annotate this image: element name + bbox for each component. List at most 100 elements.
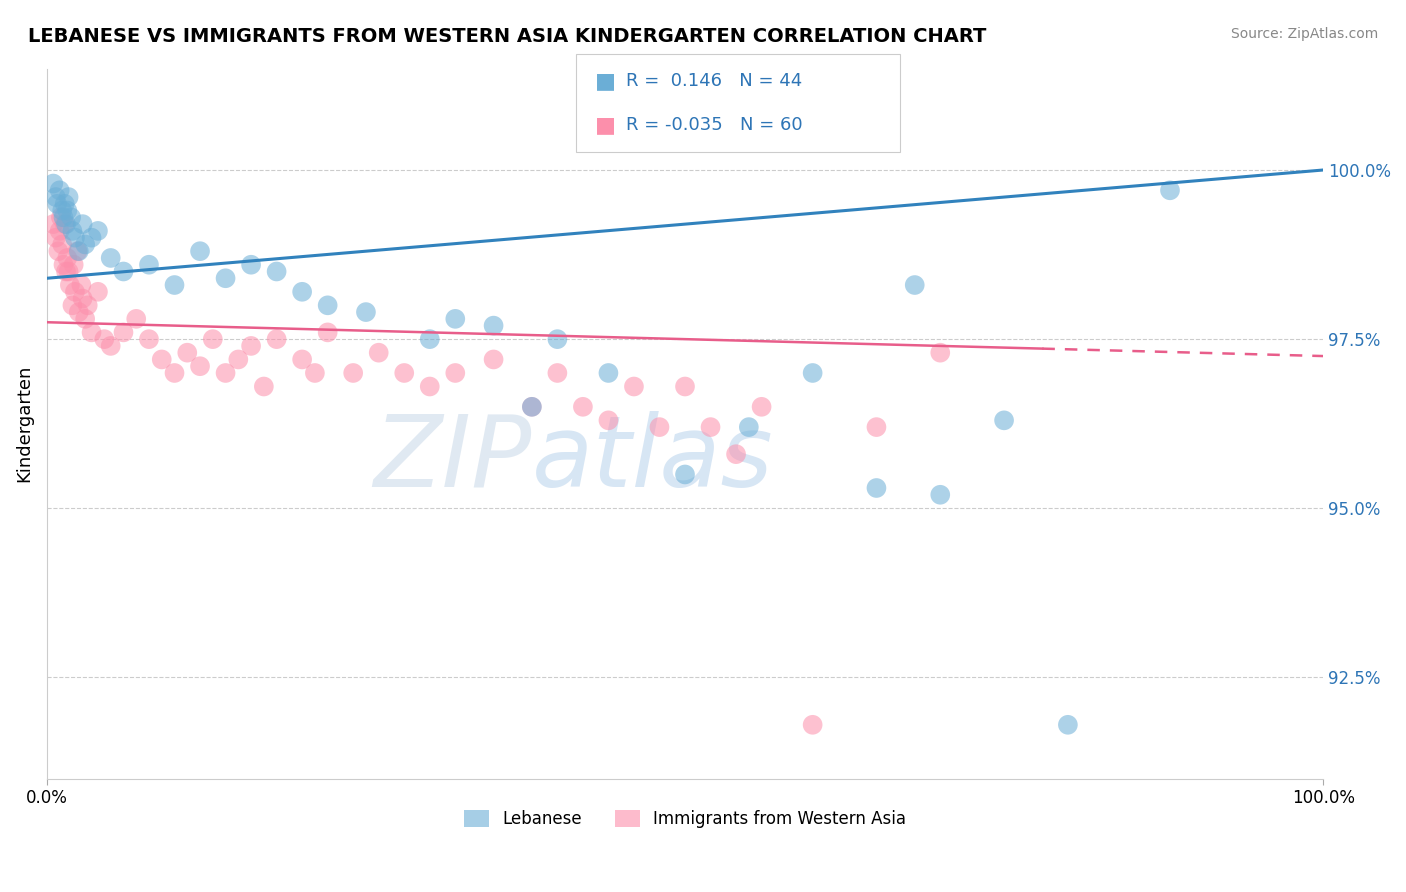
Text: R = -0.035   N = 60: R = -0.035 N = 60	[626, 116, 803, 134]
Point	[598, 366, 620, 380]
Point	[520, 400, 543, 414]
Point	[45, 230, 67, 244]
Point	[520, 400, 543, 414]
Point	[87, 224, 110, 238]
Text: R =  0.146   N = 44: R = 0.146 N = 44	[626, 72, 801, 90]
Point	[72, 217, 94, 231]
Point	[58, 264, 80, 278]
Point	[188, 244, 211, 259]
Point	[673, 379, 696, 393]
Point	[304, 366, 326, 380]
Legend: Lebanese, Immigrants from Western Asia: Lebanese, Immigrants from Western Asia	[457, 803, 912, 835]
Point	[546, 366, 568, 380]
Point	[444, 366, 467, 380]
Point	[58, 190, 80, 204]
Point	[63, 285, 86, 299]
Point	[48, 224, 70, 238]
Point	[240, 339, 263, 353]
Point	[75, 237, 97, 252]
Point	[725, 447, 748, 461]
Text: ■: ■	[595, 71, 616, 91]
Point	[163, 366, 186, 380]
Point	[48, 244, 70, 259]
Point	[291, 352, 314, 367]
Point	[316, 298, 339, 312]
Point	[72, 292, 94, 306]
Point	[55, 264, 77, 278]
Point	[51, 237, 73, 252]
Point	[150, 352, 173, 367]
Point	[214, 366, 236, 380]
Point	[63, 230, 86, 244]
Point	[228, 352, 250, 367]
Point	[46, 197, 69, 211]
Point	[482, 352, 505, 367]
Point	[865, 420, 887, 434]
Text: ■: ■	[595, 115, 616, 135]
Point	[70, 278, 93, 293]
Point	[59, 278, 82, 293]
Point	[598, 413, 620, 427]
Point	[419, 332, 441, 346]
Point	[929, 345, 952, 359]
Point	[291, 285, 314, 299]
Point	[53, 217, 76, 231]
Point	[253, 379, 276, 393]
Point	[100, 339, 122, 353]
Point	[801, 366, 824, 380]
Point	[266, 332, 288, 346]
Point	[240, 258, 263, 272]
Point	[48, 183, 70, 197]
Point	[62, 298, 84, 312]
Point	[316, 326, 339, 340]
Point	[904, 278, 927, 293]
Point	[673, 467, 696, 482]
Point	[367, 345, 389, 359]
Point	[75, 311, 97, 326]
Point	[45, 190, 67, 204]
Point	[188, 359, 211, 374]
Point	[56, 203, 79, 218]
Point	[67, 244, 90, 259]
Point	[87, 285, 110, 299]
Text: Source: ZipAtlas.com: Source: ZipAtlas.com	[1230, 27, 1378, 41]
Text: atlas: atlas	[531, 410, 773, 508]
Point	[125, 311, 148, 326]
Point	[993, 413, 1015, 427]
Point	[572, 400, 595, 414]
Point	[80, 326, 103, 340]
Text: ZIP: ZIP	[374, 410, 531, 508]
Point	[66, 244, 89, 259]
Text: LEBANESE VS IMMIGRANTS FROM WESTERN ASIA KINDERGARTEN CORRELATION CHART: LEBANESE VS IMMIGRANTS FROM WESTERN ASIA…	[28, 27, 987, 45]
Point	[699, 420, 721, 434]
Point	[49, 211, 72, 225]
Point	[354, 305, 377, 319]
Point	[163, 278, 186, 293]
Point	[482, 318, 505, 333]
Point	[76, 298, 98, 312]
Point	[80, 230, 103, 244]
Point	[648, 420, 671, 434]
Point	[67, 305, 90, 319]
Point	[751, 400, 773, 414]
Point	[342, 366, 364, 380]
Point	[62, 258, 84, 272]
Point	[93, 332, 115, 346]
Point	[801, 718, 824, 732]
Point	[52, 258, 75, 272]
Point	[100, 251, 122, 265]
Y-axis label: Kindergarten: Kindergarten	[15, 365, 32, 483]
Point	[56, 251, 79, 265]
Point	[112, 264, 135, 278]
Point	[62, 224, 84, 238]
Point	[112, 326, 135, 340]
Point	[51, 203, 73, 218]
Point	[865, 481, 887, 495]
Point	[738, 420, 761, 434]
Point	[60, 211, 83, 225]
Point	[42, 217, 65, 231]
Point	[266, 264, 288, 278]
Point	[394, 366, 416, 380]
Point	[55, 217, 77, 231]
Point	[138, 332, 160, 346]
